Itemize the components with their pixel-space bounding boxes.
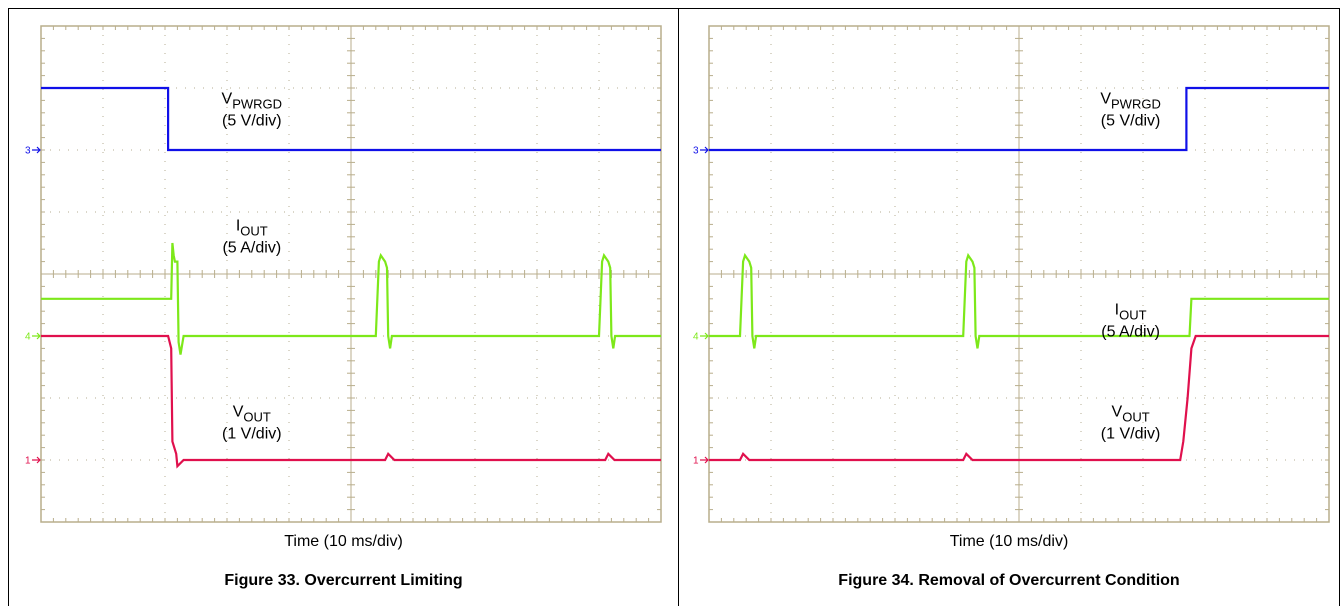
- trace-iout: [41, 242, 661, 355]
- figure-33-caption: Figure 33. Overcurrent Limiting: [224, 572, 463, 589]
- trace-annotation-scale: (5 A/div): [1101, 323, 1160, 340]
- trace-annotation-label: IOUT: [1115, 301, 1147, 322]
- figure-33-scope-plot: 3 4 1 VPWRGD(5 V/div) IOUT(5 A/div) VOUT(1 V/…: [25, 25, 662, 523]
- figure-34-scope-plot: 3 4 1 VPWRGD(5 V/div) IOUT(5 A/div) VOUT(1 V/…: [693, 25, 1330, 523]
- scope-border: [40, 25, 662, 523]
- channel-marker-label: 4: [693, 332, 699, 343]
- figure-34-x-axis-label: Time (10 ms/div): [949, 533, 1069, 550]
- channel-marker-arrow: [32, 332, 41, 340]
- channel-marker-arrow: [32, 456, 41, 464]
- channel-marker-arrow: [700, 332, 709, 340]
- trace-annotation-scale: (5 A/div): [222, 240, 281, 257]
- trace-annotation-scale: (1 V/div): [1101, 426, 1161, 443]
- trace-annotation-scale: (5 V/div): [222, 113, 282, 130]
- channel-marker-label: 4: [25, 332, 31, 343]
- channel-marker-label: 1: [25, 456, 31, 467]
- scope-border: [708, 25, 1330, 523]
- trace-annotation-label: VPWRGD: [222, 91, 283, 112]
- channel-marker-label: 3: [25, 146, 31, 157]
- trace-vout: [709, 334, 1329, 462]
- trace-annotation-label: VOUT: [1112, 404, 1150, 425]
- scope-graticule: [40, 25, 662, 523]
- trace-vout: [41, 334, 661, 469]
- trace-vpwrgd: [41, 86, 661, 152]
- trace-annotation-scale: (5 V/div): [1101, 113, 1161, 130]
- trace-annotation-label: VPWRGD: [1100, 91, 1161, 112]
- channel-marker-arrow: [700, 146, 709, 154]
- trace-vpwrgd: [709, 86, 1329, 152]
- channel-marker-label: 1: [693, 456, 699, 467]
- scope-graticule: [708, 25, 1330, 523]
- figure-34-panel: 3 4 1 VPWRGD (5 V/div) IOUT (5 A/div) VOUT (1 V/…: [679, 8, 1340, 606]
- figure-33-x-axis-label: Time (10 ms/div): [284, 533, 403, 550]
- figure-33-panel: 3 4 1 VPWRGD (5 V/div) IOUT (5 A/div) VOUT (1 V/…: [8, 8, 679, 606]
- trace-iout: [709, 252, 1329, 349]
- trace-annotation-label: IOUT: [236, 218, 268, 239]
- channel-marker-arrow: [700, 456, 709, 464]
- trace-annotation-scale: (1 V/div): [222, 426, 282, 443]
- figure-34-caption: Figure 34. Removal of Overcurrent Condit…: [838, 572, 1180, 589]
- channel-marker-label: 3: [693, 146, 699, 157]
- trace-annotation-label: VOUT: [233, 404, 271, 425]
- channel-marker-arrow: [32, 146, 41, 154]
